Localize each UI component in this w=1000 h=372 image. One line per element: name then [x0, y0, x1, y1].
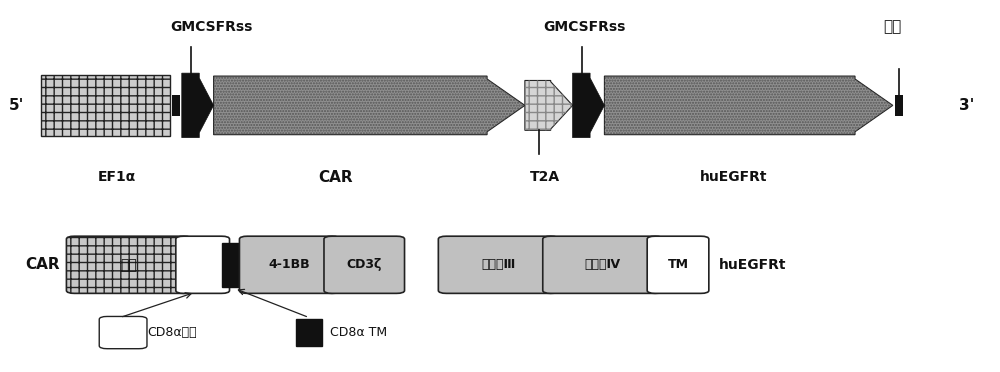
Text: GMCSFRss: GMCSFRss — [543, 20, 626, 34]
Text: EF1α: EF1α — [98, 170, 136, 183]
Text: CD8α铰链: CD8α铰链 — [147, 326, 197, 339]
Text: 3': 3' — [959, 98, 975, 113]
Text: TM: TM — [668, 258, 689, 271]
Polygon shape — [604, 76, 893, 135]
Polygon shape — [525, 80, 573, 130]
Text: 5': 5' — [9, 98, 25, 113]
Polygon shape — [182, 73, 214, 138]
Bar — [895, 95, 903, 116]
Text: huEGFRt: huEGFRt — [719, 258, 786, 272]
Text: 4-1BB: 4-1BB — [269, 258, 310, 271]
FancyBboxPatch shape — [647, 236, 709, 294]
Text: 终止: 终止 — [884, 19, 902, 34]
FancyBboxPatch shape — [176, 236, 230, 294]
FancyBboxPatch shape — [41, 75, 170, 136]
Text: CD3ζ: CD3ζ — [347, 258, 382, 271]
Bar — [296, 320, 322, 346]
Text: 结构域Ⅳ: 结构域Ⅳ — [585, 258, 621, 271]
FancyBboxPatch shape — [66, 236, 192, 294]
FancyBboxPatch shape — [324, 236, 405, 294]
FancyBboxPatch shape — [99, 317, 147, 349]
Text: CAR: CAR — [25, 257, 60, 272]
Text: T2A: T2A — [530, 170, 560, 183]
Text: 抗体: 抗体 — [121, 258, 137, 272]
FancyBboxPatch shape — [438, 236, 559, 294]
Polygon shape — [573, 73, 604, 138]
Text: CD8α TM: CD8α TM — [330, 326, 387, 339]
Text: CAR: CAR — [319, 170, 353, 185]
Text: 结构域Ⅲ: 结构域Ⅲ — [481, 258, 516, 271]
Polygon shape — [214, 76, 525, 135]
Bar — [172, 95, 180, 116]
Text: huEGFRt: huEGFRt — [700, 170, 767, 183]
Bar — [222, 243, 247, 286]
FancyBboxPatch shape — [543, 236, 663, 294]
FancyBboxPatch shape — [239, 236, 340, 294]
Text: GMCSFRss: GMCSFRss — [170, 20, 253, 34]
